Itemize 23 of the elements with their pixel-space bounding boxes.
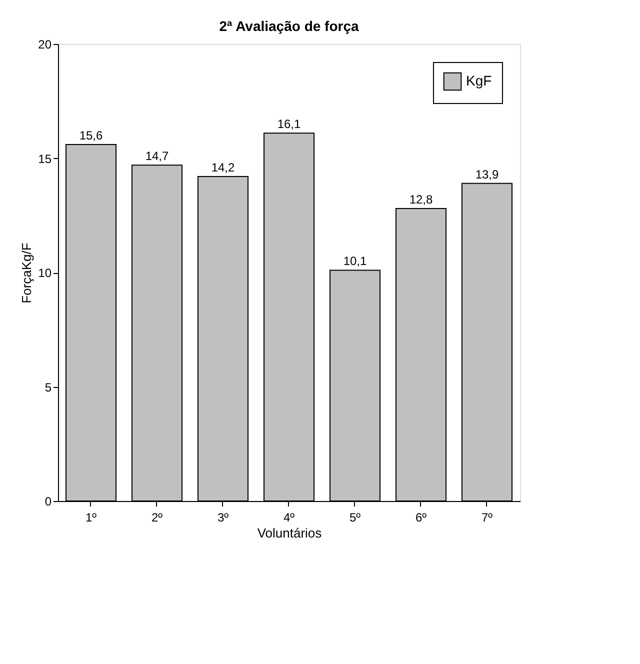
y-tick-label: 20 bbox=[38, 38, 52, 52]
data-label: 13,9 bbox=[475, 167, 499, 182]
data-label: 14,7 bbox=[145, 149, 169, 164]
x-tick-label: 7º bbox=[481, 510, 494, 524]
data-label: 15,6 bbox=[79, 128, 103, 143]
data-label: 14,2 bbox=[211, 160, 235, 175]
data-label: 10,1 bbox=[343, 254, 367, 268]
data-label: 16,1 bbox=[277, 117, 301, 132]
y-tick-label: 15 bbox=[38, 152, 52, 166]
y-tick-label: 10 bbox=[38, 266, 52, 280]
x-tick-label: 3º bbox=[217, 510, 230, 524]
x-tick-label: 5º bbox=[349, 510, 362, 524]
y-tick-label: 0 bbox=[44, 494, 52, 508]
data-label: 12,8 bbox=[409, 192, 433, 207]
legend-label: KgF bbox=[466, 72, 492, 88]
y-tick-label: 5 bbox=[44, 380, 52, 394]
x-tick-label: 1º bbox=[85, 510, 98, 524]
chart-title: 2ª Avaliação de força bbox=[219, 18, 359, 34]
x-tick-label: 2º bbox=[151, 510, 164, 524]
x-tick-label: 4º bbox=[283, 510, 296, 524]
x-tick-label: 6º bbox=[415, 510, 428, 524]
y-axis-title: ForçaKg/F bbox=[19, 242, 34, 304]
x-axis-title: Voluntários bbox=[257, 526, 322, 540]
